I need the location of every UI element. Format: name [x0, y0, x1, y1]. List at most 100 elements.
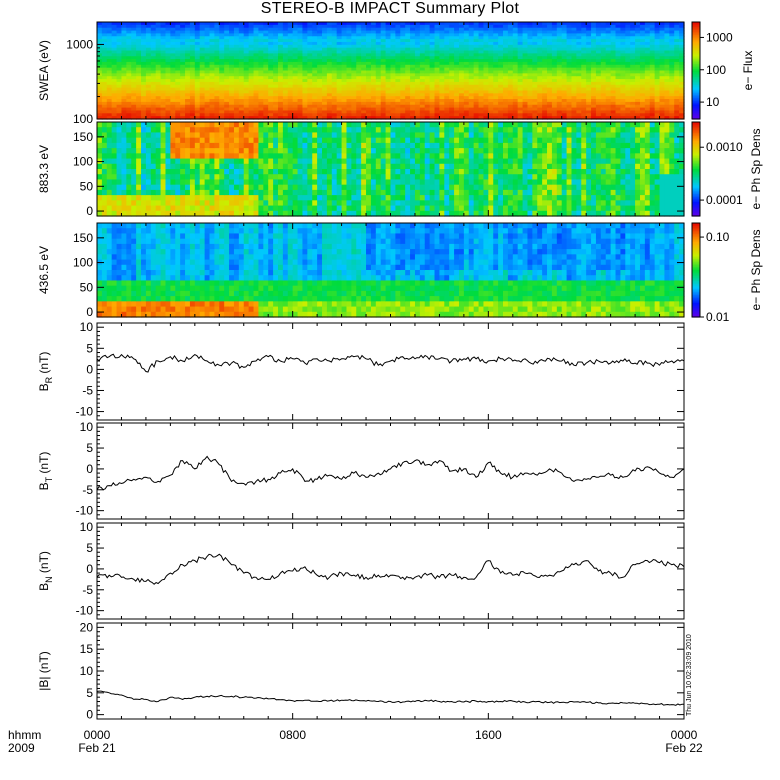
heatmap-cell	[419, 59, 426, 63]
heatmap-cell	[571, 33, 577, 37]
heatmap-cell	[126, 205, 132, 212]
heatmap-cell	[277, 169, 284, 175]
heatmap-cell	[400, 67, 406, 72]
heatmap-cell	[175, 113, 181, 117]
heatmap-cell	[385, 56, 392, 60]
heatmap-cell	[165, 148, 171, 154]
heatmap-cell	[556, 44, 563, 49]
heatmap-cell	[145, 99, 152, 103]
heatmap-cell	[356, 41, 362, 46]
heatmap-cell	[126, 87, 132, 92]
heatmap-cell	[380, 87, 387, 92]
heatmap-cell	[449, 93, 455, 97]
heatmap-cell	[674, 99, 680, 103]
heatmap-cell	[287, 33, 294, 37]
heatmap-cell	[317, 184, 323, 191]
heatmap-cell	[238, 50, 245, 54]
heatmap-cell	[390, 84, 396, 89]
heatmap-cell	[620, 107, 626, 112]
heatmap-cell	[561, 81, 568, 86]
heatmap-cell	[439, 101, 445, 106]
heatmap-cell	[370, 76, 377, 80]
heatmap-cell	[405, 96, 411, 100]
heatmap-cell	[145, 148, 152, 154]
heatmap-cell	[527, 56, 533, 60]
heatmap-cell	[400, 36, 406, 40]
heatmap-cell	[635, 79, 641, 83]
heatmap-cell	[405, 104, 411, 109]
heatmap-cell	[522, 30, 529, 35]
heatmap-cell	[458, 33, 465, 37]
heatmap-cell	[356, 36, 362, 40]
heatmap-cell	[356, 59, 362, 63]
heatmap-cell	[258, 179, 264, 186]
heatmap-cell	[136, 56, 142, 60]
heatmap-cell	[507, 99, 514, 103]
heatmap-cell	[336, 33, 343, 37]
heatmap-cell	[458, 56, 465, 60]
heatmap-cell	[219, 142, 225, 149]
heatmap-cell	[131, 39, 137, 43]
heatmap-cell	[204, 116, 211, 120]
heatmap-cell	[336, 79, 343, 83]
heatmap-cell	[410, 50, 416, 54]
heatmap-cell	[180, 153, 186, 160]
heatmap-cell	[346, 41, 352, 46]
heatmap-cell	[615, 30, 622, 35]
heatmap-cell	[517, 39, 524, 43]
heatmap-cell	[390, 107, 396, 112]
heatmap-cell	[165, 107, 171, 112]
heatmap-cell	[229, 205, 235, 212]
heatmap-cell	[532, 61, 538, 66]
heatmap-cell	[434, 61, 441, 66]
heatmap-cell	[669, 110, 675, 114]
heatmap-cell	[155, 59, 162, 63]
heatmap-cell	[551, 30, 558, 35]
heatmap-cell	[258, 96, 264, 100]
heatmap-cell	[449, 67, 455, 72]
heatmap-cell	[302, 81, 308, 86]
heatmap-cell	[503, 93, 509, 97]
heatmap-cell	[268, 36, 274, 40]
heatmap-cell	[111, 56, 118, 60]
heatmap-cell	[649, 53, 656, 57]
heatmap-cell	[542, 104, 548, 109]
heatmap-cell	[312, 53, 318, 57]
heatmap-cell	[591, 67, 597, 72]
heatmap-cell	[351, 22, 357, 26]
heatmap-cell	[126, 76, 132, 80]
heatmap-cell	[258, 56, 264, 60]
heatmap-cell	[292, 56, 299, 60]
heatmap-cell	[581, 53, 587, 57]
heatmap-cell	[141, 195, 147, 201]
heatmap-cell	[277, 50, 284, 54]
heatmap-cell	[170, 53, 176, 57]
heatmap-cell	[160, 39, 167, 43]
heatmap-cell	[449, 76, 455, 80]
heatmap-cell	[185, 174, 191, 181]
heatmap-cell	[243, 56, 250, 60]
heatmap-cell	[160, 184, 167, 191]
heatmap-cell	[170, 101, 176, 106]
heatmap-cell	[385, 47, 392, 52]
heatmap-cell	[165, 184, 171, 191]
heatmap-cell	[351, 113, 357, 117]
heatmap-cell	[136, 73, 142, 77]
heatmap-cell	[458, 116, 465, 120]
heatmap-cell	[150, 36, 157, 40]
heatmap-cell	[219, 127, 225, 134]
heatmap-cell	[97, 61, 103, 66]
heatmap-cell	[175, 99, 181, 103]
heatmap-cell	[605, 64, 612, 69]
heatmap-cell	[385, 61, 392, 66]
heatmap-cell	[649, 44, 656, 49]
heatmap-cell	[669, 50, 675, 54]
heatmap-cell	[498, 96, 504, 100]
heatmap-cell	[610, 96, 617, 100]
heatmap-cell	[458, 101, 465, 106]
heatmap-cell	[248, 41, 255, 46]
heatmap-cell	[679, 64, 685, 69]
heatmap-cell	[483, 79, 489, 83]
heatmap-cell	[375, 36, 382, 40]
heatmap-cell	[160, 104, 167, 109]
